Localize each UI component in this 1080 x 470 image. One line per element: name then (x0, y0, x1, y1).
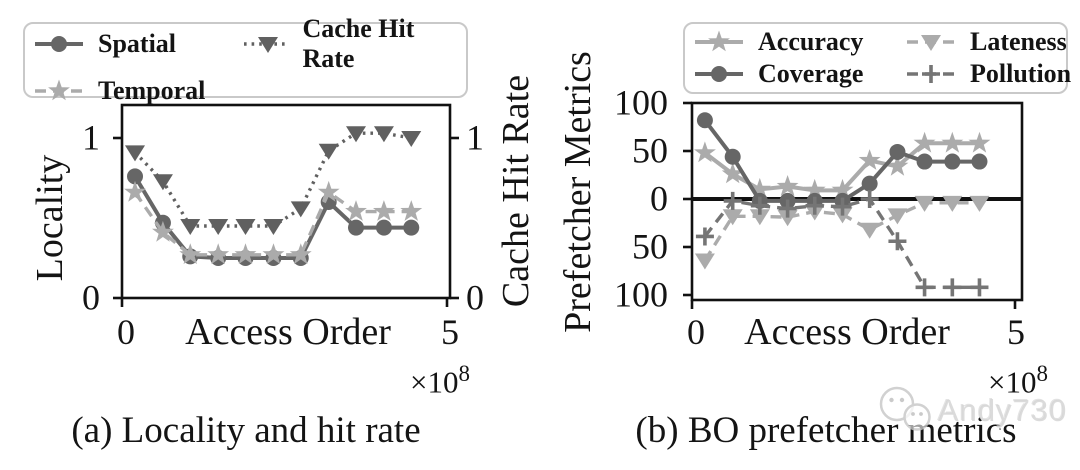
ytick-a-right-0: 0 (466, 277, 484, 318)
y-axis-label-prefetcher-metrics: Prefetcher Metrics (557, 51, 599, 333)
ytick-b-100: 100 (614, 82, 668, 123)
xtick-b-5: 5 (1007, 312, 1025, 352)
ytick-a-left-0: 0 (82, 277, 100, 318)
legend-label-cache-hit-rate: Cache Hit Rate (302, 14, 415, 73)
legend-a: Spatial Cache Hit Rate Temporal (23, 14, 468, 105)
x-offset-b-exp: 8 (1036, 361, 1049, 386)
legend-label-temporal: Temporal (98, 76, 206, 105)
ytick-b-neg100: 100 (614, 274, 668, 315)
legend-key-pollution-icon (907, 65, 955, 83)
legend-key-cache-hit-rate-icon (244, 37, 290, 53)
x-offset-a: ×108 (410, 362, 470, 397)
x-axis-label-b: Access Order (744, 311, 950, 353)
legend-label-coverage: Coverage (758, 59, 864, 88)
x-offset-b-base: ×10 (988, 364, 1037, 400)
legend-label-spatial: Spatial (98, 29, 177, 58)
caption-a: (a) Locality and hit rate (71, 410, 421, 451)
legend-item-lateness: Lateness (905, 27, 1071, 57)
legend-label-accuracy: Accuracy (758, 27, 864, 56)
legend-key-accuracy-icon (695, 30, 743, 52)
ytick-b-neg50: 50 (632, 226, 668, 267)
y-axis-label-locality: Locality (29, 154, 71, 282)
legend-item-temporal: Temporal (33, 76, 242, 106)
watermark-text: Andy730 (938, 393, 1068, 428)
legend-item-coverage: Coverage (693, 59, 905, 89)
legend-item-spatial: Spatial (33, 14, 242, 74)
x-offset-b: ×108 (988, 362, 1048, 397)
legend-key-spatial-icon (35, 36, 83, 52)
legend-item-cache-hit-rate: Cache Hit Rate (242, 14, 458, 74)
legend-key-coverage-icon (695, 66, 743, 82)
caption-b: (b) BO prefetcher metrics (635, 410, 1017, 451)
wechat-icon (879, 386, 931, 431)
xtick-a-0: 0 (117, 312, 135, 352)
y-axis-label-cache-hit-rate: Cache Hit Rate (495, 74, 537, 308)
xtick-b-0: 0 (687, 312, 705, 352)
x-axis-label-a: Access Order (185, 311, 391, 353)
legend-item-accuracy: Accuracy (693, 27, 905, 57)
ytick-a-left-1: 1 (82, 117, 100, 158)
legend-item-pollution: Pollution (905, 59, 1071, 89)
xtick-a-5: 5 (441, 312, 459, 352)
legend-label-lateness: Lateness (970, 27, 1067, 56)
legend-b: Accuracy Lateness Coverage Pollution (683, 22, 1071, 94)
legend-label-pollution: Pollution (970, 59, 1072, 88)
ytick-b-50: 50 (632, 130, 668, 171)
x-offset-a-exp: 8 (458, 361, 471, 386)
legend-key-lateness-icon (907, 35, 955, 51)
x-offset-a-base: ×10 (410, 364, 459, 400)
ytick-b-0: 0 (650, 178, 668, 219)
legend-key-temporal-icon (35, 79, 83, 101)
watermark: Andy730 (874, 384, 1067, 438)
ytick-a-right-1: 1 (466, 117, 484, 158)
